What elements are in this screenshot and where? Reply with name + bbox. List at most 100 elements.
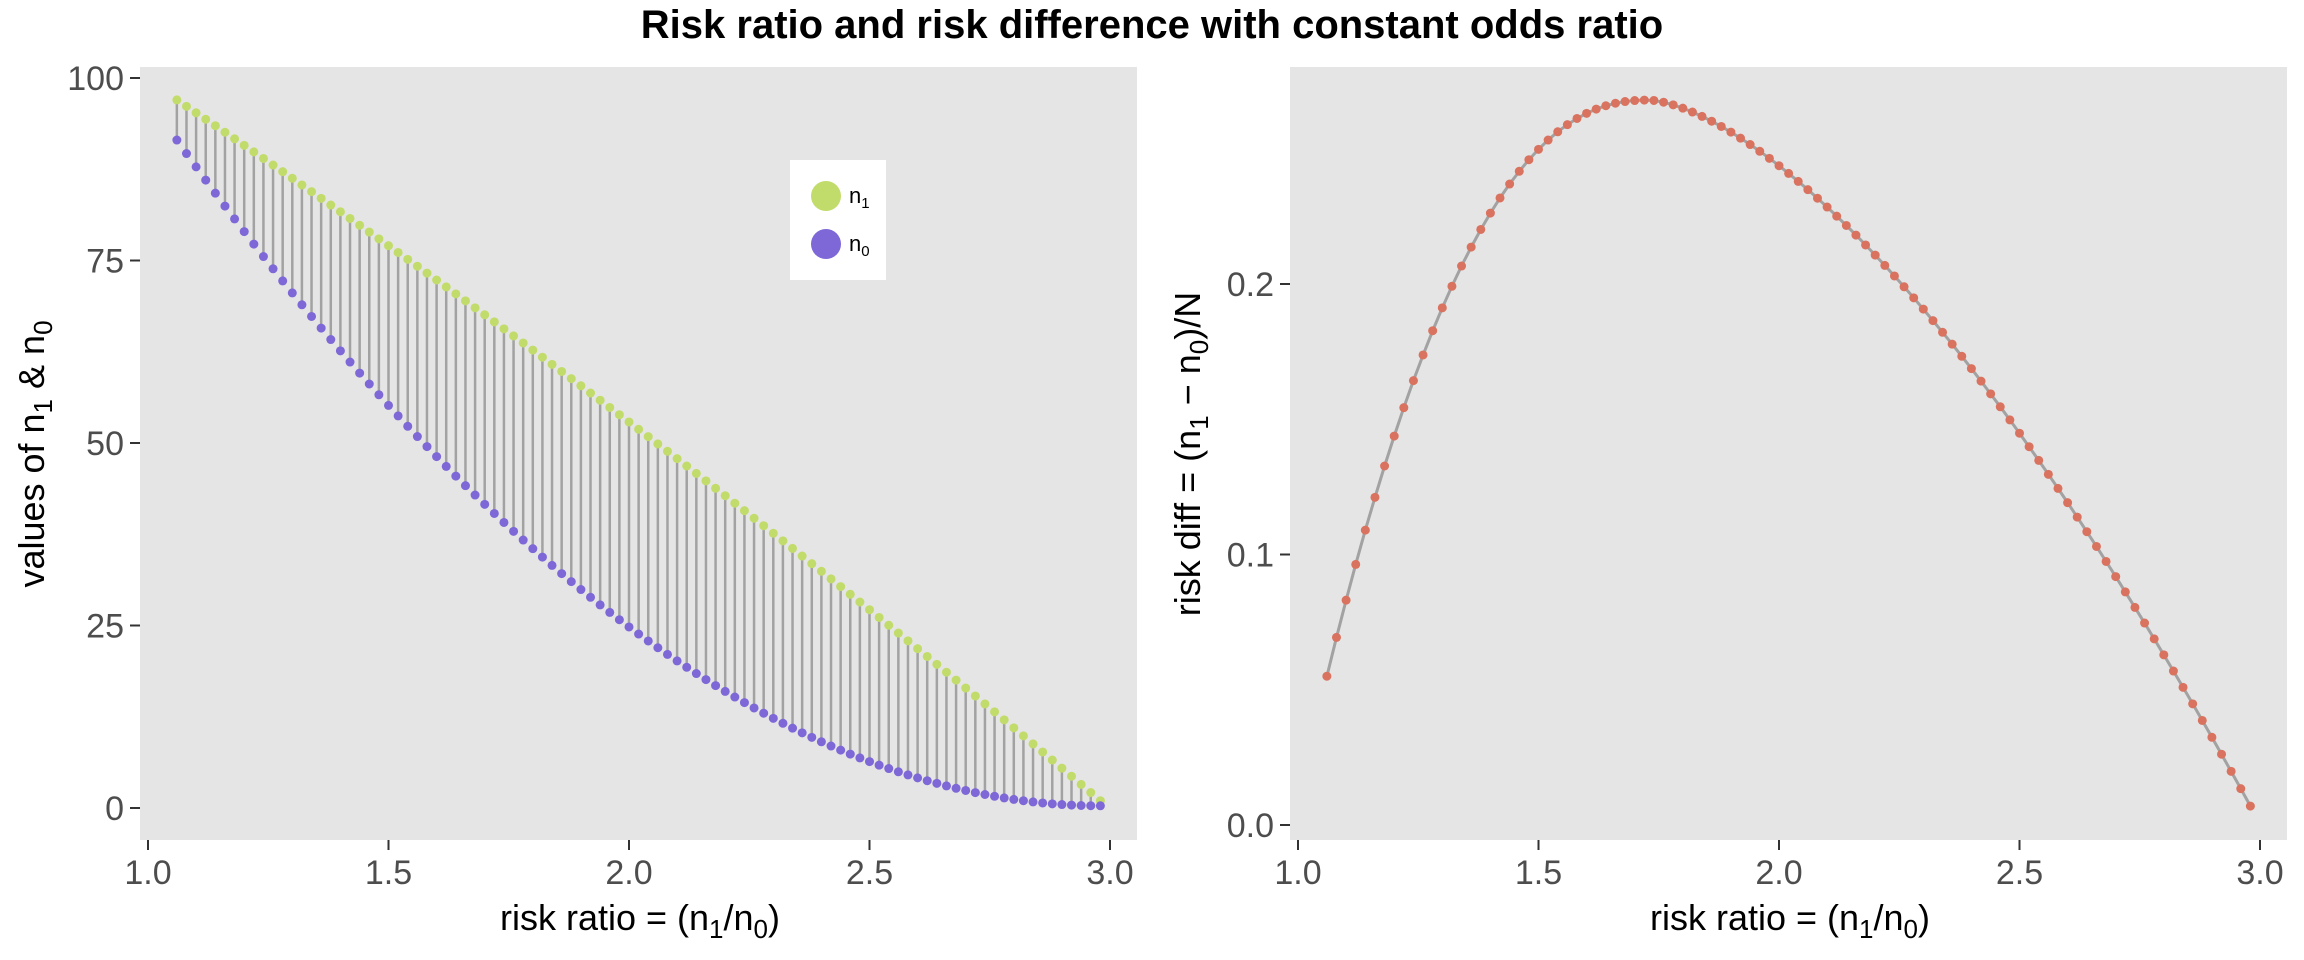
- risk-diff-point: [2130, 602, 2140, 612]
- left-y-tick-label: 25: [86, 608, 124, 646]
- n0-point: [557, 569, 567, 579]
- risk-diff-point: [2101, 556, 2111, 566]
- n0-point: [836, 745, 846, 755]
- n0-point: [941, 781, 951, 791]
- risk-diff-point: [1437, 303, 1447, 313]
- n0-point: [1018, 796, 1028, 806]
- risk-diff-point: [1543, 135, 1553, 145]
- risk-diff-point: [1726, 127, 1736, 137]
- right-y-axis-title: risk diff = (n1 − n0)/N: [1167, 292, 1214, 616]
- n0-point: [845, 749, 855, 759]
- n1-point: [249, 147, 259, 157]
- risk-diff-point: [1331, 632, 1341, 642]
- risk-diff-point: [1687, 107, 1697, 117]
- n1-point: [335, 207, 345, 217]
- n1-point: [355, 220, 365, 230]
- risk-diff-point: [2072, 512, 2082, 522]
- n1-point: [711, 483, 721, 493]
- n1-point: [759, 521, 769, 531]
- risk-diff-point: [1582, 108, 1592, 118]
- n0-point: [307, 311, 317, 321]
- n1-point: [278, 167, 288, 177]
- n0-point: [634, 629, 644, 639]
- n0-point: [278, 276, 288, 286]
- n0-point: [788, 723, 798, 733]
- n1-point: [239, 140, 249, 150]
- risk-diff-point: [1889, 271, 1899, 281]
- risk-diff-point: [2236, 784, 2246, 794]
- risk-diff-point: [1380, 461, 1390, 471]
- n1-point: [807, 559, 817, 569]
- n0-point: [1067, 800, 1077, 810]
- n1-point: [1018, 731, 1028, 741]
- n0-point: [672, 656, 682, 666]
- n0-point: [364, 379, 374, 389]
- risk-diff-point: [1938, 327, 1948, 337]
- n0-point: [614, 615, 624, 625]
- n1-point: [181, 101, 191, 111]
- n1-point: [393, 247, 403, 257]
- risk-diff-point: [1707, 116, 1717, 126]
- risk-diff-point: [2120, 587, 2130, 597]
- n1-point: [412, 261, 422, 271]
- n0-point: [528, 544, 538, 554]
- n1-point: [643, 432, 653, 442]
- n0-point: [537, 552, 547, 562]
- n1-point: [893, 628, 903, 638]
- n0-point: [739, 698, 749, 708]
- n1-point: [634, 424, 644, 434]
- risk-diff-point: [1822, 202, 1832, 212]
- risk-diff-point: [2140, 618, 2150, 628]
- n0-point: [393, 411, 403, 421]
- n1-point: [345, 213, 355, 223]
- risk-diff-point: [1591, 104, 1601, 114]
- risk-diff-point: [1716, 121, 1726, 131]
- n1-point: [826, 574, 836, 584]
- risk-diff-point: [2245, 801, 2255, 811]
- risk-diff-point: [1524, 155, 1534, 165]
- n1-point: [1047, 755, 1057, 765]
- n1-point: [172, 95, 182, 105]
- n0-point: [451, 471, 461, 481]
- n0-point: [903, 770, 913, 780]
- risk-diff-point: [1957, 351, 1967, 361]
- risk-diff-point: [2149, 634, 2159, 644]
- n1-point: [788, 543, 798, 553]
- n1-point: [518, 338, 528, 348]
- n0-point: [432, 452, 442, 462]
- n1-point: [268, 160, 278, 170]
- n1-point: [1086, 788, 1096, 798]
- risk-diff-point: [2207, 732, 2217, 742]
- n0-point: [230, 214, 240, 224]
- n1-point: [220, 127, 230, 137]
- n0-point: [422, 442, 432, 452]
- n1-point: [297, 180, 307, 190]
- n0-point: [1038, 798, 1048, 808]
- left-x-tick-label: 2.0: [605, 854, 652, 892]
- right-x-axis: 1.0 1.5 2.0 2.5 3.0: [1274, 840, 2284, 892]
- n0-point: [1047, 799, 1057, 809]
- n0-point: [624, 622, 634, 632]
- n1-point: [855, 597, 865, 607]
- n1-point: [460, 296, 470, 306]
- n1-point: [970, 691, 980, 701]
- n1-point: [1076, 779, 1086, 789]
- figure-title: Risk ratio and risk difference with cons…: [641, 3, 1663, 47]
- n1-point: [980, 699, 990, 709]
- left-x-tick-label: 2.5: [846, 854, 893, 892]
- left-points: [172, 95, 1105, 811]
- risk-diff-point: [1774, 161, 1784, 171]
- n0-point: [460, 481, 470, 491]
- risk-diff-point: [1485, 208, 1495, 218]
- n0-point: [258, 252, 268, 262]
- n1-point: [865, 605, 874, 615]
- n1-point: [778, 536, 788, 546]
- n0-point: [355, 368, 365, 378]
- risk-diff-point: [1928, 316, 1938, 326]
- n1-point: [730, 498, 740, 508]
- left-x-tick-label: 1.0: [124, 854, 171, 892]
- n1-point: [739, 506, 749, 516]
- risk-diff-point: [1976, 376, 1986, 386]
- n0-point: [778, 718, 788, 728]
